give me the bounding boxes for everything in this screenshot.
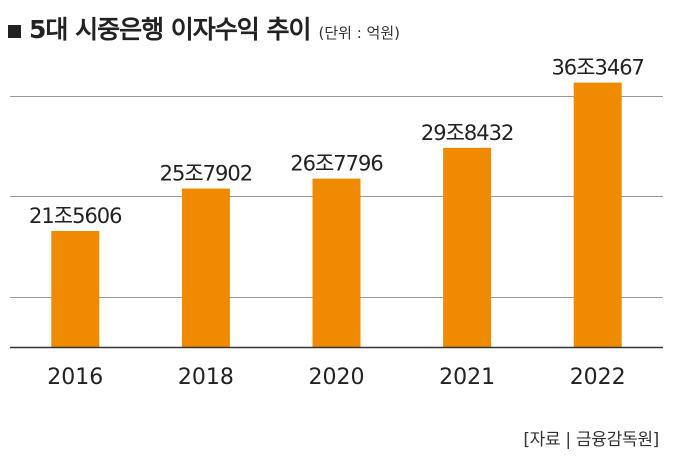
data-label-2020: 26조7796 [290, 152, 383, 176]
bar-2020 [312, 178, 361, 347]
x-tick-label-2018: 2018 [178, 365, 234, 390]
bar-2022 [573, 82, 622, 348]
bar-2016 [51, 230, 100, 347]
data-label-2016: 21조5606 [29, 204, 122, 228]
bar-2021 [443, 147, 492, 347]
x-tick-label-2022: 2022 [570, 365, 626, 390]
x-tick-label-2021: 2021 [439, 365, 495, 390]
square-bullet-icon [8, 25, 21, 38]
source-note: [자료 | 금융감독원] [523, 430, 659, 450]
data-label-2022: 36조3467 [551, 56, 644, 80]
x-tick-label-2016: 2016 [47, 365, 103, 390]
x-tick-label-2020: 2020 [309, 365, 365, 390]
chart-title-row: 5대 시중은행 이자수익 추이 (단위 : 억원) [8, 10, 400, 46]
chart-unit-label: (단위 : 억원) [318, 24, 401, 42]
data-label-2021: 29조8432 [421, 121, 514, 145]
chart-title: 5대 시중은행 이자수익 추이 [29, 15, 312, 44]
bar-2018 [181, 188, 230, 347]
data-label-2018: 25조7902 [160, 162, 253, 186]
